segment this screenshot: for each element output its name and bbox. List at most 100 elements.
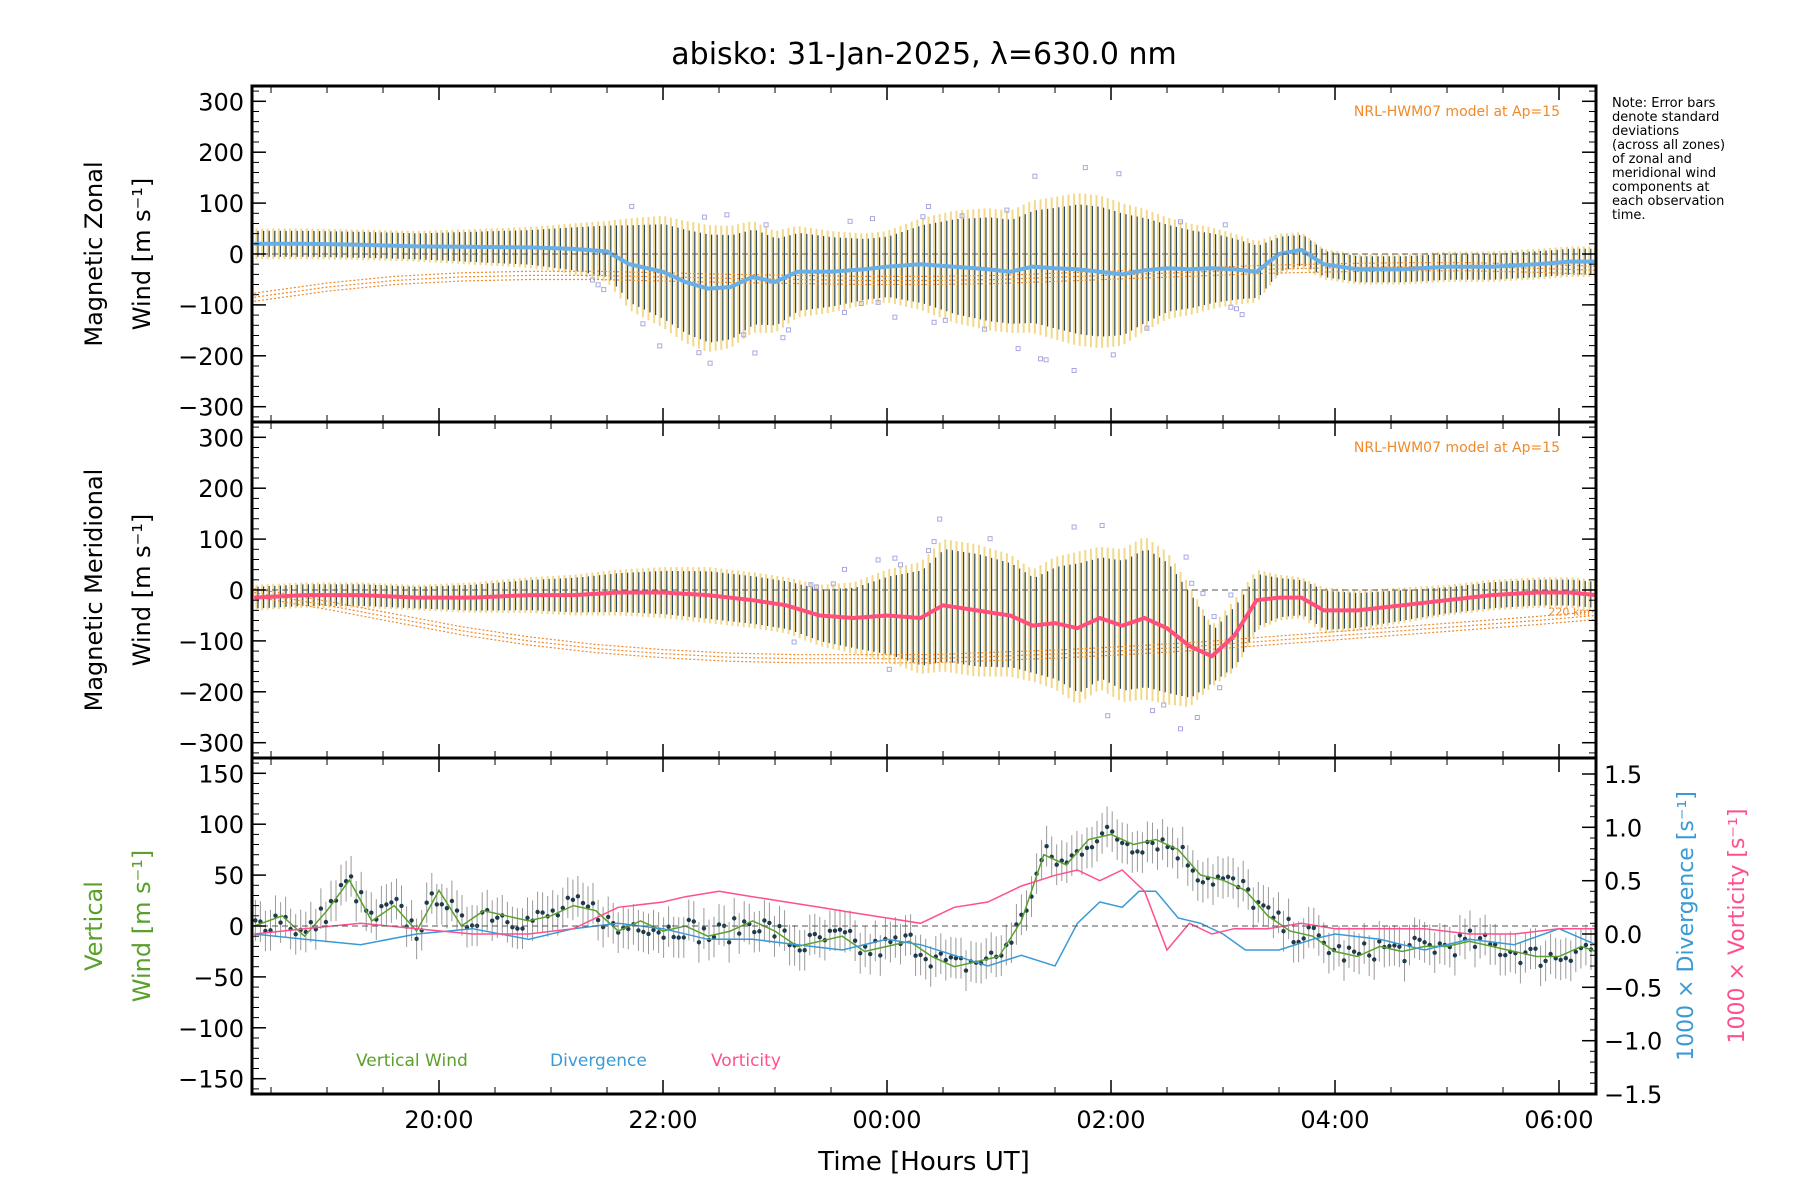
zone-point — [1211, 614, 1217, 619]
meridional-wind-line — [254, 590, 1597, 659]
vertical-point — [535, 909, 540, 915]
vertical-point — [676, 935, 681, 940]
vertical-point — [923, 957, 928, 962]
vertical-point — [1130, 850, 1135, 855]
vertical-point — [711, 934, 717, 940]
zone-point — [595, 282, 601, 288]
vertical-point — [394, 896, 399, 902]
vertical-point — [555, 913, 560, 918]
vertical-point — [1432, 950, 1437, 955]
zone-point — [858, 301, 864, 306]
y-tick-label: 200 — [198, 139, 244, 167]
note-line-8: time. — [1612, 208, 1646, 223]
vertical-point — [495, 915, 500, 920]
y-label-bottom: Wind [m s⁻¹] — [128, 514, 156, 666]
zone-point — [842, 566, 847, 572]
vertical-point — [409, 918, 414, 923]
vertical-point — [1120, 840, 1125, 846]
vertical-point — [268, 928, 273, 933]
note-line-4: of zonal and — [1612, 152, 1692, 167]
vertical-point — [1503, 953, 1508, 958]
vertical-point — [1402, 958, 1407, 964]
zone-point — [1032, 173, 1038, 179]
vertical-point — [1362, 941, 1367, 946]
model-label: NRL-HWM07 model at Ap=15 — [1354, 104, 1560, 120]
zone-point — [741, 332, 747, 338]
vertical-point — [293, 932, 298, 937]
vertical-point — [424, 900, 429, 905]
y2-tick-label: 1.5 — [1604, 761, 1642, 789]
zone-point — [1239, 312, 1245, 318]
vertical-point — [575, 894, 581, 899]
zone-point — [1071, 524, 1077, 530]
vertical-point — [1346, 945, 1352, 950]
vertical-point — [913, 953, 918, 958]
legend-divergence: Divergence — [550, 1051, 647, 1071]
vertical-point — [515, 926, 520, 931]
vertical-point — [1241, 878, 1246, 884]
vertical-point — [807, 932, 812, 938]
vertical-point — [616, 930, 621, 935]
note-line-7: each observation — [1612, 194, 1724, 209]
vertical-point — [847, 928, 853, 934]
zone-point — [780, 335, 786, 341]
note-line-3: (across all zones) — [1612, 138, 1725, 153]
zone-point — [1234, 306, 1239, 312]
vertical-point — [797, 948, 802, 953]
zone-point — [870, 216, 875, 222]
vertical-point — [878, 953, 883, 958]
vertical-point — [273, 913, 278, 918]
vorticity-line — [254, 869, 1596, 952]
y-tick-label: 150 — [198, 760, 244, 788]
vertical-point — [1563, 956, 1569, 961]
vertical-point — [1079, 852, 1085, 857]
vertical-point — [686, 917, 691, 923]
zone-point — [1178, 219, 1183, 225]
vertical-point — [656, 930, 661, 935]
zone-point — [1228, 592, 1234, 598]
vertical-point — [414, 936, 419, 941]
vertical-point — [832, 928, 838, 933]
vertical-point — [1089, 845, 1095, 850]
vertical-point — [953, 956, 959, 961]
panel-vertical: Vertical Wind Divergence Vorticity −1.5 −1.0… — [80, 756, 1750, 1134]
zone-point — [875, 299, 881, 305]
model-curve — [254, 587, 1597, 656]
vertical-point — [1246, 887, 1251, 892]
zone-point — [601, 287, 607, 293]
y2-tick-label: −1.5 — [1604, 1081, 1662, 1109]
panel-zonal: NRL-HWM07 model at Ap=15 −300 −200 −100 0 100… — [80, 84, 1598, 424]
vertical-point — [661, 935, 666, 940]
note-text: Note: Error bars denote standard deviati… — [1612, 96, 1725, 223]
vertical-point — [772, 934, 777, 939]
y2-label-divergence: 1000 × Divergence [s⁻¹] — [1674, 791, 1699, 1061]
y-tick-label: −100 — [178, 1015, 244, 1043]
vertical-point — [777, 923, 782, 929]
vertical-point — [525, 915, 530, 920]
vertical-point — [595, 917, 601, 923]
figure-title: abisko: 31-Jan-2025, λ=630.0 nm — [671, 37, 1176, 72]
zone-point — [898, 562, 903, 568]
vertical-point — [1457, 933, 1463, 938]
y-tick-label: 300 — [198, 88, 244, 116]
y-tick-label: −100 — [178, 292, 244, 320]
vertical-point — [1150, 840, 1155, 846]
zonal-zone-scatter — [590, 165, 1245, 373]
zone-point — [1082, 165, 1088, 171]
zone-point — [1071, 368, 1077, 373]
zone-point — [707, 360, 713, 366]
vertical-point — [444, 906, 450, 911]
vertical-point — [903, 933, 908, 938]
vertical-point — [742, 919, 747, 924]
y2-label-vorticity: 1000 × Vorticity [s⁻¹] — [1725, 809, 1750, 1044]
vertical-point — [1195, 878, 1201, 883]
zone-point — [752, 350, 758, 356]
zone-point — [814, 584, 819, 590]
vertical-point — [1230, 876, 1236, 881]
vertical-point — [852, 938, 858, 943]
zone-point — [842, 309, 847, 315]
vertical-point — [590, 901, 596, 906]
y-tick-label: −200 — [178, 679, 244, 707]
zone-point — [987, 536, 993, 542]
vertical-point — [550, 908, 555, 913]
